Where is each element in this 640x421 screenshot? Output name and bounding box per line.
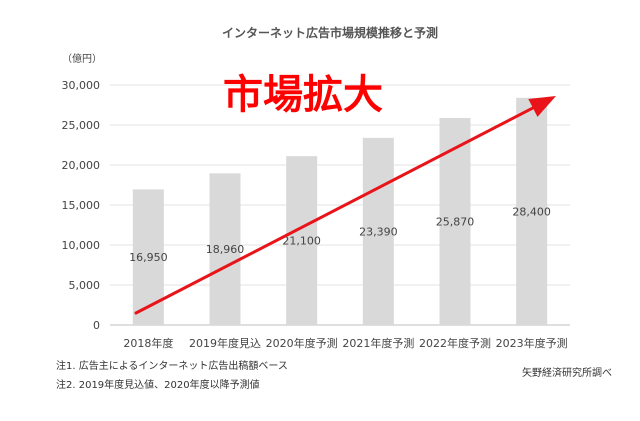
footnote-1: 注1. 広告主によるインターネット広告出稿額ベース	[56, 361, 288, 372]
arrow-shaft	[134, 106, 535, 315]
x-tick-label: 2018年度	[123, 336, 173, 350]
bar	[362, 137, 394, 325]
bars	[132, 97, 548, 325]
bar	[209, 173, 241, 325]
annotation-text: 市場拡大	[223, 72, 383, 118]
y-tick-label: 10,000	[62, 239, 101, 252]
data-label: 23,390	[359, 225, 398, 238]
chart-title: インターネット広告市場規模推移と予測	[222, 25, 438, 40]
bar	[516, 97, 548, 325]
data-label: 25,870	[436, 216, 475, 229]
x-tick-label: 2023年度予測	[496, 336, 568, 350]
data-label: 21,100	[282, 235, 321, 248]
x-axis-ticks: 2018年度 2019年度見込 2020年度予測 2021年度予測 2022年度予測 20…	[123, 336, 567, 350]
x-tick-label: 2019年度見込	[189, 336, 261, 350]
x-tick-label: 2020年度予測	[266, 336, 338, 350]
y-tick-label: 25,000	[62, 119, 101, 132]
data-label: 16,950	[129, 251, 168, 264]
y-tick-label: 0	[93, 319, 100, 332]
x-tick-label: 2022年度予測	[419, 336, 491, 350]
source-credit: 矢野経済研究所調べ	[522, 368, 612, 379]
gridlines	[110, 84, 570, 326]
unit-label: （億円）	[62, 52, 102, 65]
y-tick-label: 15,000	[62, 199, 101, 212]
footnote-2: 注2. 2019年度見込値、2020年度以降予測値	[56, 380, 260, 391]
y-axis-ticks: 0 5,000 10,000 15,000 20,000 25,000 30,000	[62, 79, 101, 332]
y-tick-label: 5,000	[69, 279, 101, 292]
growth-arrow	[134, 96, 556, 315]
data-labels: 16,950 18,960 21,100 23,390 25,870 28,400	[129, 205, 551, 264]
y-tick-label: 30,000	[62, 79, 101, 92]
data-label: 28,400	[512, 205, 551, 218]
bar	[286, 156, 318, 325]
data-label: 18,960	[206, 243, 245, 256]
x-tick-label: 2021年度予測	[342, 336, 414, 350]
arrow-head	[528, 96, 556, 117]
y-tick-label: 20,000	[62, 159, 101, 172]
